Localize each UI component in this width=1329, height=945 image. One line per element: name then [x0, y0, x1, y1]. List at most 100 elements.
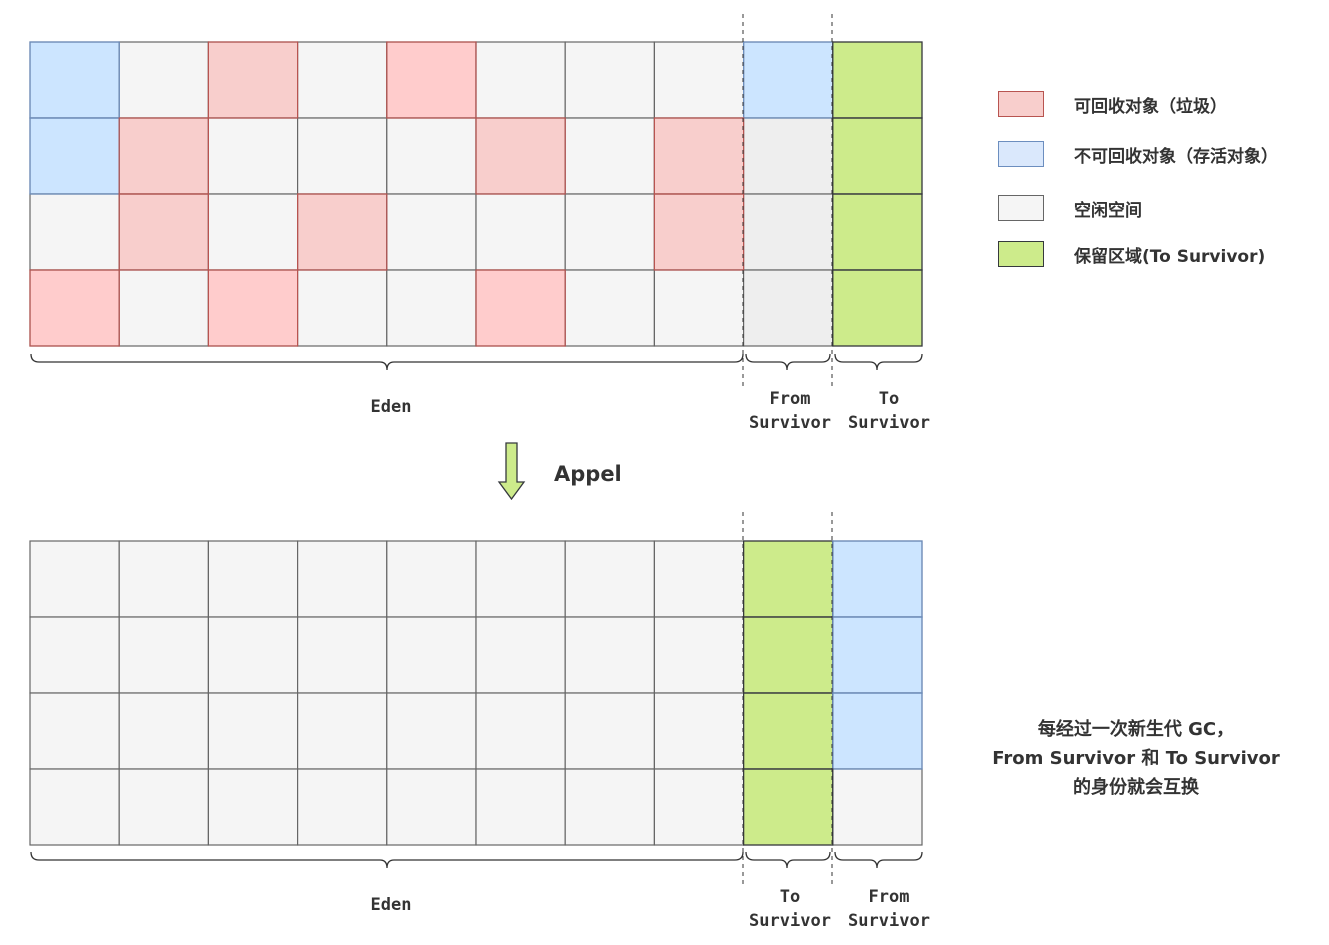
- survivor1-brace-bottom: [745, 851, 831, 869]
- bottom-heap-cell-free: [653, 540, 745, 618]
- legend-label-garbage: 可回收对象（垃圾）: [1074, 96, 1227, 117]
- eden-label-top: Eden: [371, 397, 412, 417]
- top-heap-cell-border-garbage_alt: [475, 269, 566, 347]
- bottom-heap-cell-free: [297, 540, 388, 618]
- top-heap-cell-free: [207, 193, 299, 271]
- top-heap-cell-free: [297, 269, 388, 347]
- eden-label-bottom: Eden: [371, 895, 412, 915]
- top-heap-cell-border-garbage: [118, 193, 209, 271]
- bottom-heap-cell-reserved: [742, 540, 834, 618]
- top-heap-cell-garbage: [653, 117, 745, 195]
- survivor2-label-top-line1: To: [879, 389, 899, 409]
- top-heap-cell-survivor: [29, 117, 120, 195]
- bottom-heap-cell-free: [29, 616, 120, 694]
- bottom-heap-cell-free: [207, 616, 299, 694]
- top-heap-cell-free: [297, 41, 388, 119]
- bottom-heap-cell-reserved: [742, 616, 834, 694]
- bottom-heap-cell-free: [564, 616, 656, 694]
- legend-label-free: 空闲空间: [1074, 200, 1142, 221]
- bottom-heap-cell-free: [475, 692, 566, 770]
- top-heap-cell-border-garbage: [207, 41, 299, 119]
- bottom-heap-cell-free: [118, 540, 209, 618]
- bottom-heap-cell-free: [653, 768, 745, 846]
- bottom-heap-cell-free: [118, 768, 209, 846]
- top-heap-cell-border-garbage_alt: [386, 41, 477, 119]
- bottom-heap-cell-free: [564, 692, 656, 770]
- top-heap-cell-garbage: [297, 193, 388, 271]
- top-heap-cell-free_from: [742, 193, 834, 271]
- legend-swatch-free: [998, 195, 1044, 221]
- top-heap-cell-garbage_alt: [29, 269, 120, 347]
- top-heap-cell-free_from: [742, 269, 834, 347]
- legend-item-reserved: 保留区域(To Survivor): [998, 240, 1265, 268]
- bottom-heap-cell-free: [475, 616, 566, 694]
- top-heap-cell-free: [653, 269, 745, 347]
- top-heap-cell-free: [118, 269, 209, 347]
- bottom-heap-cell-free: [564, 540, 656, 618]
- bottom-heap-cell-border-survivor: [832, 692, 923, 770]
- top-heap-cell-free: [29, 193, 120, 271]
- down-arrow-icon: [497, 442, 526, 501]
- top-heap-grid: [29, 41, 923, 347]
- survivor2-brace-top: [834, 353, 923, 371]
- bottom-heap-cell-free: [118, 616, 209, 694]
- bottom-heap-cell-free: [653, 616, 745, 694]
- legend-item-garbage: 可回收对象（垃圾）: [998, 90, 1227, 118]
- bottom-heap-grid: [29, 540, 923, 846]
- top-heap-cell-garbage: [118, 117, 209, 195]
- legend-swatch-survivor: [998, 141, 1044, 167]
- top-heap-cell-survivor: [29, 41, 120, 119]
- bottom-heap-cell-free: [386, 768, 477, 846]
- bottom-heap-cell-free: [207, 540, 299, 618]
- top-heap-cell-free: [475, 193, 566, 271]
- bottom-heap-cell-free: [207, 692, 299, 770]
- top-heap-cell-survivor: [742, 41, 834, 119]
- legend-label-survivor: 不可回收对象（存活对象）: [1074, 146, 1278, 167]
- top-heap-cell-reserved: [832, 41, 923, 119]
- legend-item-free: 空闲空间: [998, 194, 1142, 222]
- gc-label: Appel: [554, 462, 622, 486]
- survivor2-brace-bottom: [834, 851, 923, 869]
- bottom-heap-cell-survivor: [832, 616, 923, 694]
- top-heap-cell-free: [564, 269, 656, 347]
- top-heap-cell-border-garbage: [475, 117, 566, 195]
- bottom-heap-cell-free: [297, 768, 388, 846]
- top-heap-cell-free_from: [742, 117, 834, 195]
- top-heap-cell-reserved: [832, 269, 923, 347]
- bottom-heap-cell-reserved: [742, 768, 834, 846]
- survivor1-label-top-line1: From: [770, 389, 811, 409]
- region-separators: [742, 14, 833, 886]
- bottom-heap-cell-free: [29, 768, 120, 846]
- top-heap-cell-free: [653, 41, 745, 119]
- top-heap-cell-garbage_alt: [207, 269, 299, 347]
- swap-note-line-3: 的身份就会互换: [1073, 777, 1199, 798]
- survivor1-label-bottom-line1: To: [780, 887, 800, 907]
- bottom-heap-cell-free: [29, 540, 120, 618]
- top-heap-cell-free: [118, 41, 209, 119]
- top-heap-cell-border-reserved: [832, 269, 923, 347]
- bottom-heap-cell-free: [297, 692, 388, 770]
- survivor2-label-bottom-line2: Survivor: [848, 911, 930, 931]
- bottom-heap-cell-survivor: [832, 540, 923, 618]
- top-heap-cell-free: [386, 193, 477, 271]
- top-heap-cell-border-garbage_alt: [29, 269, 120, 347]
- top-heap-cell-free: [386, 117, 477, 195]
- eden-brace-bottom: [30, 851, 744, 869]
- survivor1-label-top-line2: Survivor: [749, 413, 831, 433]
- top-heap-cell-garbage: [653, 193, 745, 271]
- bottom-heap-cell-free: [118, 692, 209, 770]
- top-heap-cell-reserved: [832, 193, 923, 271]
- legend-label-reserved: 保留区域(To Survivor): [1074, 246, 1266, 267]
- bottom-heap-cell-free: [29, 692, 120, 770]
- top-heap-cell-free: [564, 41, 656, 119]
- bottom-heap-cell-free: [475, 768, 566, 846]
- legend-swatch-reserved: [998, 241, 1044, 267]
- legend-swatch-garbage: [998, 91, 1044, 117]
- top-heap-cell-border-garbage_alt: [207, 269, 299, 347]
- bottom-heap-cell-free: [207, 768, 299, 846]
- top-heap-cell-free: [386, 269, 477, 347]
- bottom-heap-cell-free: [386, 540, 477, 618]
- bottom-heap-cell-free: [475, 540, 566, 618]
- survivor2-label-top-line2: Survivor: [848, 413, 930, 433]
